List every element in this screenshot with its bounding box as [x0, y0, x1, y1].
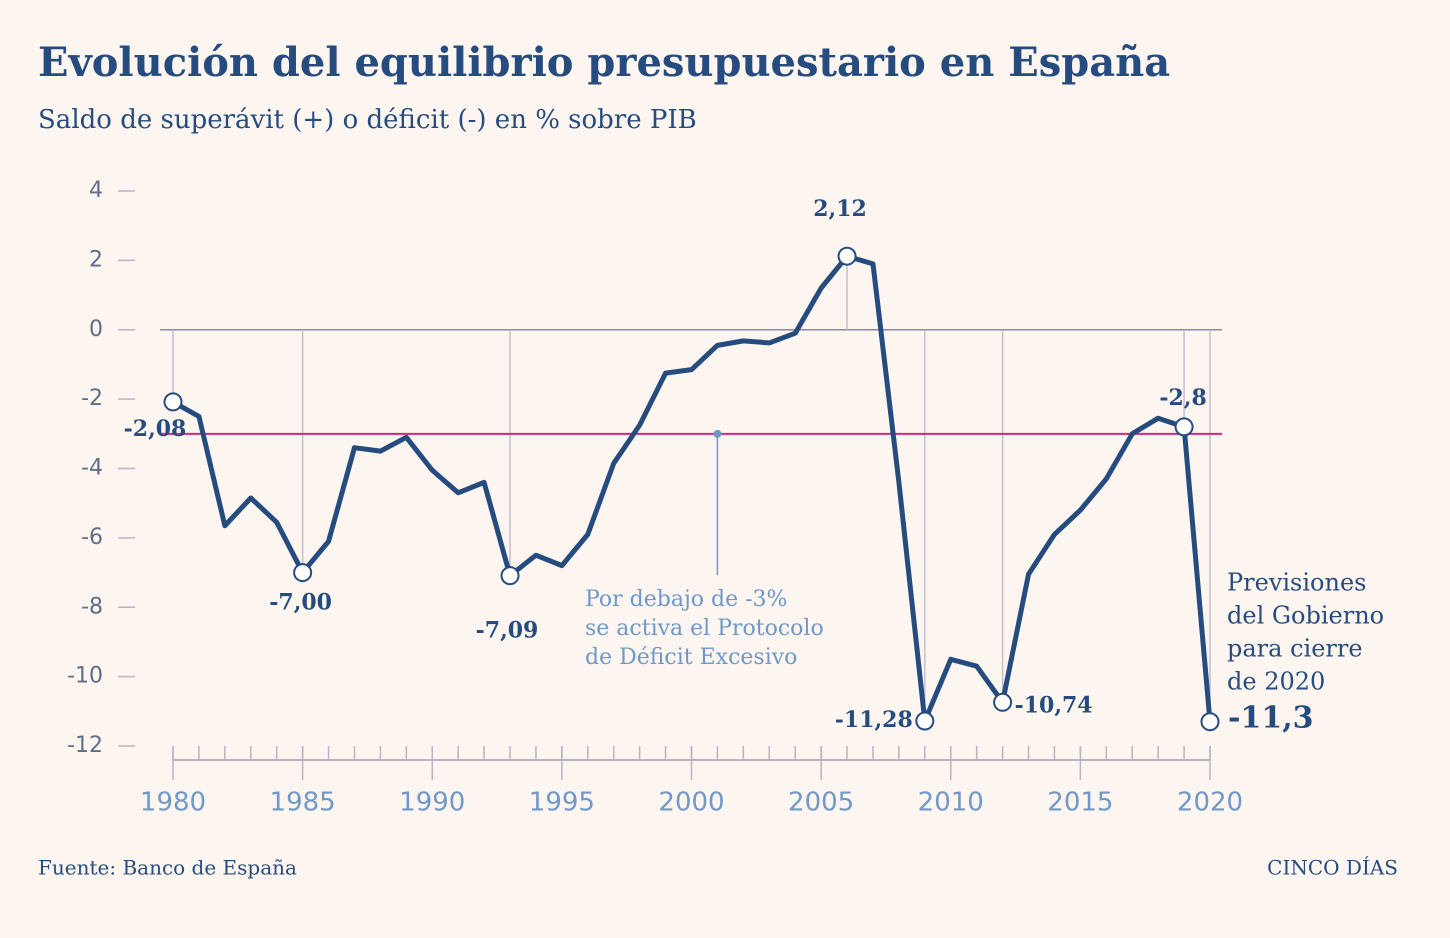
x-tick-label: 2015 [1047, 788, 1113, 818]
y-tick-label: -2 [81, 386, 103, 411]
x-tick-label: 2000 [658, 788, 724, 818]
x-tick-label: 1980 [140, 788, 206, 818]
x-tick-label: 1990 [399, 788, 465, 818]
note-text: Previsiones [1227, 569, 1366, 597]
point-marker [500, 566, 520, 586]
point-marker [163, 392, 183, 412]
note-text: para cierre [1227, 635, 1363, 663]
x-tick-label: 1985 [270, 788, 336, 818]
value-label: -7,09 [476, 618, 539, 644]
value-label: 2,12 [813, 196, 867, 222]
y-tick-label: -10 [67, 664, 103, 689]
point-marker [837, 246, 857, 266]
point-marker [1200, 712, 1220, 732]
value-label: -11,28 [835, 707, 913, 733]
value-label: -11,3 [1228, 701, 1314, 736]
value-label: -7,00 [269, 590, 332, 616]
x-tick-label: 2010 [918, 788, 984, 818]
value-label: -10,74 [1015, 692, 1093, 718]
point-marker [293, 563, 313, 583]
chart-title: Evolución del equilibrio presupuestario … [38, 39, 1170, 86]
annotation-text: Por debajo de -3% [585, 587, 787, 612]
point-marker [993, 692, 1013, 712]
data-line [171, 253, 1213, 724]
annotation-dot [713, 429, 722, 438]
chart-subtitle: Saldo de superávit (+) o déficit (-) en … [38, 105, 697, 135]
brand: CINCO DÍAS [1267, 856, 1398, 880]
y-tick-label: -8 [81, 594, 103, 619]
x-tick-label: 1995 [529, 788, 595, 818]
value-label: -2,8 [1159, 385, 1206, 411]
y-tick-label: 2 [89, 247, 103, 272]
note-text: de 2020 [1227, 668, 1325, 696]
y-tick-label: 0 [89, 317, 103, 342]
point-marker [1174, 417, 1194, 437]
point-marker [915, 711, 935, 731]
x-tick-label: 2020 [1177, 788, 1243, 818]
y-tick-label: -6 [81, 525, 103, 550]
value-label: -2,08 [124, 416, 187, 442]
y-tick-label: -4 [81, 456, 103, 481]
note-text: del Gobierno [1227, 602, 1384, 630]
y-tick-label: 4 [89, 178, 103, 203]
annotation-text: de Déficit Excesivo [585, 645, 797, 670]
annotation-text: se activa el Protocolo [585, 616, 824, 641]
x-tick-label: 2005 [788, 788, 854, 818]
y-tick-label: -12 [67, 733, 103, 758]
source: Fuente: Banco de España [38, 856, 297, 880]
